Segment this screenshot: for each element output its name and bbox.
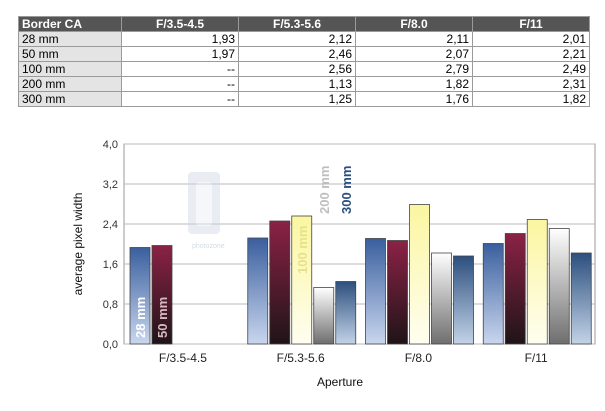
- table-header-row: Border CA F/3.5-4.5 F/5.3-5.6 F/8.0 F/11: [18, 16, 590, 32]
- series-labels: 28 mm 50 mm 100 mm 200 mm 300 mm: [133, 166, 354, 338]
- table-row: 50 mm 1,97 2,46 2,07 2,21: [18, 46, 590, 62]
- x-tick-label: F/5.3-5.6: [277, 351, 325, 365]
- y-axis-label: average pixel width: [71, 193, 85, 296]
- bar-50-mm-1: [269, 220, 291, 345]
- y-tick-label: 4,0: [103, 139, 118, 151]
- bars: [129, 204, 592, 345]
- series-label: 28 mm: [133, 297, 148, 338]
- table-cell: 1,25: [238, 91, 356, 107]
- bar-100-mm-3: [526, 219, 548, 345]
- table-row: 200 mm -- 1,13 1,82 2,31: [18, 76, 590, 92]
- series-label: 200 mm: [317, 166, 332, 214]
- row-label: 50 mm: [18, 46, 122, 62]
- watermark-text: photozone: [192, 243, 225, 250]
- bar-28-mm-0: [129, 247, 151, 345]
- bar-300-mm-1: [335, 281, 357, 345]
- y-tick-labels: 0,0 0,8 1,6 2,4 3,2 4,0: [103, 139, 118, 351]
- x-tick-label: F/8.0: [405, 351, 433, 365]
- y-tick-label: 0,0: [103, 339, 118, 351]
- table-header-cell: F/5.3-5.6: [238, 16, 356, 32]
- row-label: 28 mm: [18, 31, 122, 47]
- x-tick-label: F/3.5-4.5: [159, 351, 207, 365]
- watermark-logo: photozone: [188, 172, 225, 250]
- table-cell: 2,31: [472, 76, 590, 92]
- bar-50-mm-0: [151, 245, 173, 345]
- bar-28-mm-1: [247, 237, 269, 345]
- table-header-cell: F/11: [472, 16, 590, 32]
- table-header-cell: F/3.5-4.5: [121, 16, 239, 32]
- bar-200-mm-3: [548, 228, 570, 345]
- table-cell: 2,79: [355, 61, 473, 77]
- y-tick-label: 1,6: [103, 259, 118, 271]
- row-label: 300 mm: [18, 91, 122, 107]
- series-label: 300 mm: [339, 166, 354, 214]
- bar-200-mm-1: [313, 287, 335, 345]
- x-axis-label: Aperture: [317, 375, 363, 389]
- x-tick-labels: F/3.5-4.5 F/5.3-5.6 F/8.0 F/11: [159, 351, 548, 365]
- table-header-cell: Border CA: [18, 16, 122, 32]
- bar-300-mm-3: [570, 252, 592, 345]
- row-label: 200 mm: [18, 76, 122, 92]
- bar-200-mm-2: [431, 252, 452, 345]
- table-cell: 2,01: [472, 31, 590, 47]
- table-cell: --: [121, 91, 239, 107]
- y-tick-label: 2,4: [103, 219, 118, 231]
- table-cell: 1,76: [355, 91, 473, 107]
- bar-50-mm-2: [387, 240, 408, 345]
- bar-100-mm-1: [291, 215, 313, 345]
- border-ca-table: Border CA F/3.5-4.5 F/5.3-5.6 F/8.0 F/11…: [18, 16, 590, 107]
- y-tick-label: 0,8: [103, 299, 118, 311]
- bar-100-mm-2: [409, 204, 430, 345]
- x-tick-label: F/11: [525, 351, 548, 365]
- table-cell: 1,82: [355, 76, 473, 92]
- watermark-mark: [188, 172, 220, 234]
- bar-28-mm-2: [365, 238, 386, 345]
- series-label: 50 mm: [155, 297, 170, 338]
- table-cell: 1,82: [472, 91, 590, 107]
- bar-300-mm-2: [453, 255, 474, 345]
- bar-50-mm-3: [504, 233, 526, 345]
- table-row: 300 mm -- 1,25 1,76 1,82: [18, 91, 590, 107]
- y-tick-label: 3,2: [103, 179, 118, 191]
- watermark-mark: [196, 182, 212, 226]
- series-label: 100 mm: [295, 226, 310, 274]
- bar-28-mm-3: [482, 243, 504, 345]
